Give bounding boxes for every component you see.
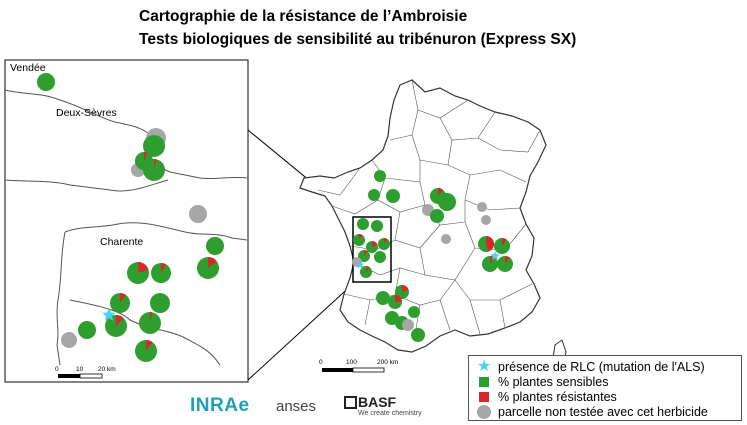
inset-untested-marker <box>189 205 207 223</box>
main-rlc-star-icon <box>490 251 500 260</box>
legend: ★ présence de RLC (mutation de l'ALS) % … <box>468 355 742 421</box>
region-label-charente: Charente <box>100 236 143 248</box>
map-title-line2: Tests biologiques de sensibilité au trib… <box>139 31 577 48</box>
main-pie-marker <box>395 285 409 299</box>
region-label-deux-sevres: Deux-Sèvres <box>56 107 117 119</box>
main-pie-marker <box>388 295 402 309</box>
inset-pie-marker <box>135 340 157 362</box>
main-rlc-star-icon <box>356 261 364 269</box>
inset-pie-marker <box>151 263 171 283</box>
main-scale-tick-200: 200 km <box>377 359 398 366</box>
main-pie-marker <box>494 238 510 254</box>
inrae-logo: INRAe <box>190 395 250 416</box>
legend-item-untested: parcelle non testée avec cet herbicide <box>477 404 708 419</box>
map-title-line1: Cartographie de la résistance de l’Ambro… <box>139 8 468 25</box>
inset-pie-marker <box>197 257 219 279</box>
main-untested-marker <box>477 202 487 212</box>
main-untested-marker <box>441 234 451 244</box>
grey-circle-icon <box>477 404 491 419</box>
main-untested-marker <box>481 215 491 225</box>
inset-pie-marker <box>139 312 161 334</box>
main-scale-bar: 0 100 200 km <box>319 359 398 373</box>
inset-map: Vendée Deux-Sèvres Charente 0 10 20 km <box>4 59 249 383</box>
main-pie-marker <box>408 306 420 318</box>
main-pie-marker <box>376 291 390 305</box>
inset-pie-marker <box>127 262 149 284</box>
inset-markers <box>37 73 224 362</box>
main-pie-marker <box>353 234 365 246</box>
anses-logo: anses <box>276 398 317 415</box>
main-pie-marker <box>378 238 390 250</box>
basf-tagline: We create chemistry <box>358 410 422 417</box>
main-pie-marker <box>366 241 378 253</box>
inset-pie-marker <box>206 237 224 255</box>
inset-pie-marker <box>78 321 96 339</box>
inset-rlc-star-icon <box>102 308 116 321</box>
inset-pie-marker <box>105 315 127 337</box>
legend-label-untested: parcelle non testée avec cet herbicide <box>498 404 708 419</box>
inset-scale-tick-0: 0 <box>55 366 59 373</box>
basf-logo-square <box>344 396 357 409</box>
main-pie-marker <box>386 189 400 203</box>
main-pie-marker <box>438 193 456 211</box>
main-pie-marker <box>497 256 513 272</box>
inset-pie-marker <box>37 73 55 91</box>
inset-scale-tick-20: 20 km <box>98 366 116 373</box>
main-untested-marker <box>402 319 414 331</box>
inset-pie-marker <box>143 159 165 181</box>
main-scale-tick-100: 100 <box>346 359 357 366</box>
legend-item-resistant: % plantes résistantes <box>477 389 617 404</box>
inset-scale-tick-10: 10 <box>76 366 84 373</box>
inset-extent-box <box>352 216 392 283</box>
basf-logo: BASF <box>358 394 397 410</box>
region-label-vendee: Vendée <box>10 62 46 74</box>
main-scale-tick-0: 0 <box>319 359 323 366</box>
red-square-icon <box>479 391 489 402</box>
main-pie-marker <box>430 209 444 223</box>
main-pie-marker <box>357 218 369 230</box>
main-pie-marker <box>374 251 386 263</box>
main-pie-marker <box>371 220 383 232</box>
inset-pie-marker <box>143 135 165 157</box>
main-pie-marker <box>374 170 386 182</box>
main-map-markers <box>352 170 513 342</box>
france-map: 0 100 200 km <box>299 79 567 373</box>
legend-label-resistant: % plantes résistantes <box>498 389 617 404</box>
inset-pie-marker <box>110 293 130 313</box>
main-pie-marker <box>368 189 380 201</box>
legend-label-sensitive: % plantes sensibles <box>498 374 609 389</box>
legend-item-rlc: ★ présence de RLC (mutation de l'ALS) <box>477 357 705 375</box>
star-icon: ★ <box>477 357 492 375</box>
main-pie-marker <box>411 328 425 342</box>
legend-label-rlc: présence de RLC (mutation de l'ALS) <box>498 359 705 374</box>
main-pie-marker <box>478 236 495 252</box>
legend-item-sensitive: % plantes sensibles <box>477 374 608 389</box>
green-square-icon <box>479 376 489 387</box>
inset-pie-marker <box>150 293 170 313</box>
inset-scale-bar: 0 10 20 km <box>55 366 116 379</box>
main-pie-marker <box>360 266 372 278</box>
inset-untested-marker <box>61 332 77 348</box>
